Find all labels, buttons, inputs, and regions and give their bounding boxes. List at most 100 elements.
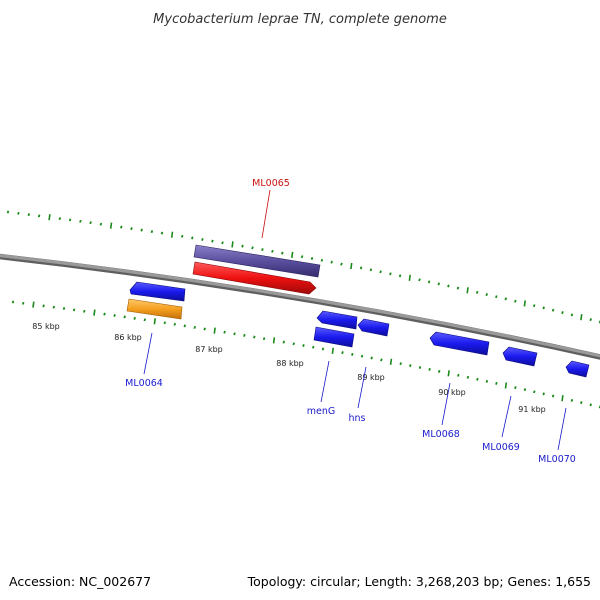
leader-ML0065 [261, 189, 271, 239]
scale-label-86kbp: 86 kbp [114, 333, 142, 342]
lower-ruler-minor-tick [418, 366, 422, 369]
upper-ruler-minor-tick [99, 222, 103, 226]
lower-ruler-minor-tick [223, 330, 226, 334]
gene-ML0069-arrow[interactable] [502, 346, 538, 367]
upper-ruler-minor-tick [130, 227, 133, 231]
upper-ruler-minor-tick [437, 282, 441, 286]
lower-ruler-minor-tick [42, 304, 45, 308]
scale-label-90kbp: 90 kbp [438, 388, 466, 397]
lower-ruler-minor-tick [83, 309, 86, 313]
lower-ruler-minor-tick [11, 300, 15, 304]
scale-label-88kbp: 88 kbp [276, 359, 304, 368]
lower-ruler-minor-tick [485, 379, 489, 383]
gene-label-ML0068[interactable]: ML0068 [422, 429, 460, 440]
lower-ruler-major-tick [93, 309, 96, 316]
upper-ruler-minor-tick [447, 284, 450, 288]
gene-label-ML0070[interactable]: ML0070 [538, 454, 576, 465]
upper-ruler-minor-tick [418, 278, 421, 282]
lower-ruler-minor-tick [360, 354, 364, 358]
lower-ruler-minor-tick [173, 322, 177, 326]
lower-ruler-minor-tick [193, 325, 197, 329]
upper-ruler-minor-tick [320, 258, 324, 262]
gene-label-ML0065[interactable]: ML0065 [252, 178, 290, 189]
leader-ML0070 [557, 407, 567, 451]
lower-ruler-minor-tick [570, 398, 574, 402]
upper-ruler-major-tick [523, 300, 526, 307]
lower-ruler-minor-tick [143, 318, 147, 322]
lower-ruler-minor-tick [399, 362, 402, 366]
lower-ruler-minor-tick [163, 321, 167, 325]
upper-ruler-minor-tick [150, 230, 154, 234]
upper-ruler-minor-tick [211, 239, 214, 243]
gene-ML0064-arrow [129, 281, 186, 302]
lower-ruler-minor-tick [457, 373, 460, 377]
scale-label-91kbp: 91 kbp [518, 405, 546, 414]
gene-label-ML0064[interactable]: ML0064 [125, 378, 163, 389]
gene-ML0064-feature[interactable] [126, 281, 186, 320]
lower-ruler-minor-tick [380, 358, 383, 362]
upper-ruler-major-tick [170, 231, 174, 238]
leader-menG [320, 360, 330, 403]
lower-ruler-minor-tick [312, 345, 315, 349]
gene-label-ML0069[interactable]: ML0069 [482, 442, 520, 453]
upper-ruler-minor-tick [191, 236, 194, 240]
lower-ruler-major-tick [561, 395, 564, 402]
gene-label-menG[interactable]: menG [307, 406, 335, 417]
upper-ruler-minor-tick [340, 262, 343, 266]
upper-ruler-minor-tick [79, 219, 82, 223]
upper-ruler-major-tick [408, 274, 411, 281]
upper-ruler-minor-tick [542, 306, 545, 310]
gene-hns-arrow[interactable] [357, 318, 390, 337]
upper-ruler-minor-tick [504, 297, 508, 301]
lower-ruler-minor-tick [183, 324, 187, 328]
upper-ruler-minor-tick [427, 280, 431, 284]
lower-ruler-minor-tick [437, 369, 441, 373]
leader-ML0069 [501, 395, 512, 438]
upper-ruler-minor-tick [6, 210, 10, 214]
upper-ruler-minor-tick [456, 286, 460, 290]
upper-ruler-minor-tick [514, 299, 517, 303]
gene-menG-upper-arrow[interactable] [316, 310, 358, 330]
upper-ruler-minor-tick [495, 295, 498, 299]
genome-backbone [0, 254, 600, 358]
lower-ruler-minor-tick [203, 327, 206, 331]
upper-ruler-minor-tick [120, 225, 123, 229]
lower-ruler-minor-tick [466, 375, 470, 379]
gene-ML0065-feature[interactable] [192, 244, 321, 295]
gene-ML0068-arrow[interactable] [429, 331, 490, 356]
lower-ruler-major-tick [331, 347, 334, 354]
lower-ruler-minor-tick [409, 364, 412, 368]
scale-label-89kbp: 89 kbp [357, 373, 385, 382]
lower-ruler-minor-tick [589, 403, 592, 407]
lower-ruler-minor-tick [62, 307, 66, 310]
lower-ruler-minor-tick [476, 377, 479, 381]
upper-ruler-minor-tick [532, 304, 536, 308]
lower-ruler-minor-tick [514, 386, 517, 390]
upper-ruler-major-tick [48, 214, 51, 221]
lower-ruler-minor-tick [495, 381, 498, 385]
upper-ruler-minor-tick [241, 244, 244, 248]
gene-label-hns[interactable]: hns [349, 413, 366, 424]
upper-ruler-minor-tick [37, 214, 41, 218]
gene-menG-arrow[interactable] [313, 326, 355, 348]
gene-ML0070-arrow[interactable] [565, 360, 590, 378]
upper-ruler-minor-tick [180, 234, 184, 238]
upper-ruler-major-tick [580, 314, 583, 321]
upper-ruler-minor-tick [475, 290, 479, 294]
upper-ruler-minor-tick [221, 241, 224, 245]
lower-ruler-minor-tick [292, 342, 295, 346]
lower-ruler-minor-tick [103, 312, 106, 316]
lower-ruler-minor-tick [551, 394, 555, 398]
lower-ruler-minor-tick [523, 388, 527, 392]
upper-ruler-minor-tick [300, 255, 304, 259]
upper-ruler-minor-tick [281, 251, 284, 255]
leader-hns [357, 366, 367, 409]
lower-ruler-minor-tick [321, 347, 325, 351]
lower-ruler-minor-tick [233, 332, 236, 336]
upper-ruler-minor-tick [160, 231, 164, 235]
lower-ruler-minor-tick [302, 344, 305, 347]
upper-ruler-minor-tick [485, 293, 488, 297]
lower-ruler-minor-tick [542, 392, 545, 396]
upper-ruler-major-tick [466, 287, 469, 294]
